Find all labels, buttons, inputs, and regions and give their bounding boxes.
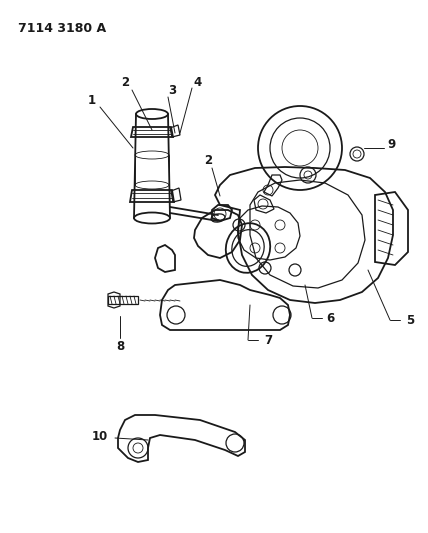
Text: 7114 3180 A: 7114 3180 A [18,22,106,35]
Text: 3: 3 [168,84,176,96]
Text: 4: 4 [194,76,202,88]
Text: 6: 6 [326,311,334,325]
Text: 2: 2 [204,154,212,166]
Text: 5: 5 [406,313,414,327]
Text: 2: 2 [121,77,129,90]
Text: 8: 8 [116,340,124,352]
Text: 10: 10 [92,430,108,442]
Text: 1: 1 [88,93,96,107]
Text: 9: 9 [388,139,396,151]
Text: 7: 7 [264,334,272,346]
